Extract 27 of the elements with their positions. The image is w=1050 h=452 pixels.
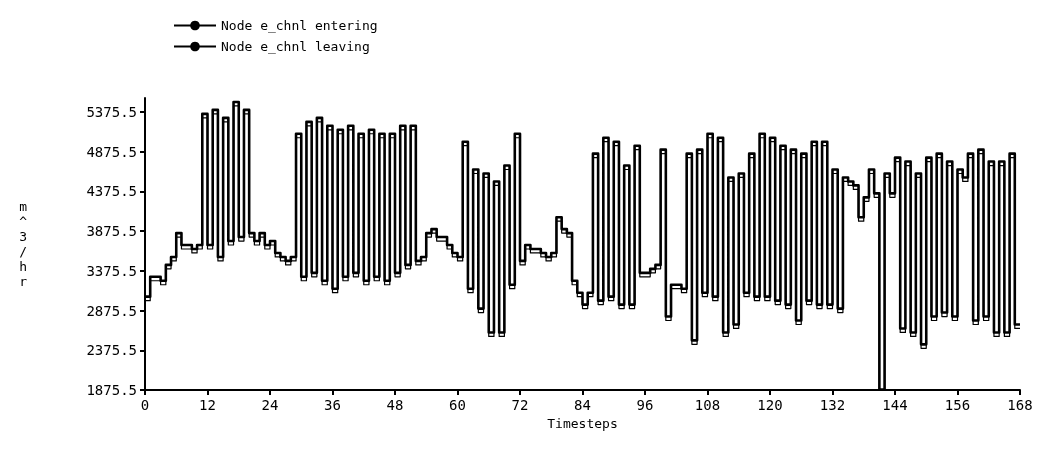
legend-label: Node e_chnl entering (221, 18, 378, 33)
x-tick-label: 120 (757, 397, 783, 413)
x-tick-label: 60 (449, 397, 466, 413)
x-tick-label: 108 (694, 397, 721, 413)
x-tick-label: 168 (1007, 397, 1033, 413)
y-tick-label: 3375.5 (86, 262, 137, 279)
x-tick-label: 132 (819, 397, 846, 413)
x-tick-label: 144 (882, 397, 908, 413)
legend-label: Node e_chnl leaving (221, 39, 370, 54)
y-tick-label: 4375.5 (86, 183, 137, 200)
x-tick-label: 36 (324, 397, 341, 413)
x-tick-label: 48 (386, 397, 404, 413)
x-tick-label: 156 (944, 397, 971, 413)
y-tick-label: 2375.5 (86, 342, 137, 359)
y-tick-label: 4875.5 (86, 143, 137, 160)
y-tick-label: 5375.5 (86, 103, 137, 120)
x-tick-label: 0 (140, 397, 150, 413)
x-tick-label: 96 (636, 397, 654, 413)
y-tick-label: 2875.5 (86, 302, 137, 319)
x-axis-title: Timesteps (547, 415, 618, 431)
x-tick-label: 24 (261, 397, 279, 413)
y-axis-title: m^3/hr (19, 199, 28, 289)
y-tick-label: 1875.5 (86, 382, 137, 398)
y-tick-label: 3875.5 (86, 223, 137, 240)
x-tick-label: 72 (511, 397, 529, 413)
x-tick-label: 84 (574, 397, 591, 413)
x-tick-label: 12 (199, 397, 216, 413)
